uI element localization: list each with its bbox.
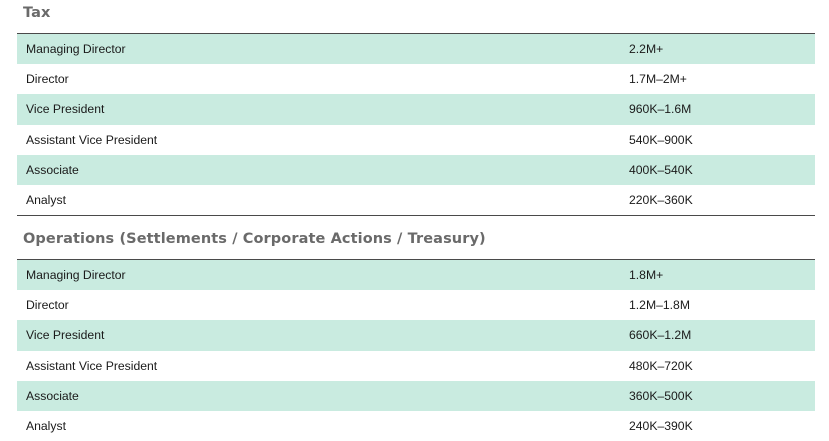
salary-cell: 540K–900K <box>629 132 693 147</box>
salary-cell: 1.8M+ <box>629 268 664 283</box>
role-cell: Vice President <box>26 102 105 117</box>
section-title-tax: Tax <box>23 5 51 21</box>
role-cell: Analyst <box>26 193 66 208</box>
table-row: Director 1.2M–1.8M <box>17 290 815 320</box>
tax-section: Tax Managing Director 2.2M+ Director 1.7… <box>17 0 815 217</box>
salary-cell: 240K–390K <box>629 419 693 434</box>
table-row: Vice President 660K–1.2M <box>17 320 815 351</box>
section-title-operations: Operations (Settlements / Corporate Acti… <box>23 231 486 247</box>
role-cell: Vice President <box>26 328 105 343</box>
table-row: Associate 360K–500K <box>17 380 815 411</box>
table-row: Assistant Vice President 540K–900K <box>17 125 815 155</box>
table-row: Analyst 240K–390K <box>17 411 815 441</box>
salary-cell: 480K–720K <box>629 358 693 373</box>
table-row: Director 1.7M–2M+ <box>17 64 815 94</box>
salary-cell: 1.2M–1.8M <box>629 298 690 313</box>
role-cell: Managing Director <box>26 42 126 57</box>
table-row: Managing Director 2.2M+ <box>17 34 815 65</box>
tax-table: Managing Director 2.2M+ Director 1.7M–2M… <box>17 33 815 217</box>
table-row: Assistant Vice President 480K–720K <box>17 351 815 381</box>
table-row: Analyst 220K–360K <box>17 185 815 215</box>
operations-table: Managing Director 1.8M+ Director 1.2M–1.… <box>17 259 815 441</box>
role-cell: Associate <box>26 162 79 177</box>
role-cell: Analyst <box>26 419 66 434</box>
salary-cell: 2.2M+ <box>629 42 664 57</box>
role-cell: Associate <box>26 388 79 403</box>
table-row: Vice President 960K–1.6M <box>17 94 815 125</box>
salary-cell: 660K–1.2M <box>629 328 692 343</box>
salary-cell: 1.7M–2M+ <box>629 72 687 87</box>
operations-section: Operations (Settlements / Corporate Acti… <box>17 226 815 441</box>
salary-cell: 400K–540K <box>629 162 693 177</box>
table-row: Associate 400K–540K <box>17 154 815 185</box>
role-cell: Assistant Vice President <box>26 132 158 147</box>
role-cell: Managing Director <box>26 268 126 283</box>
salary-cell: 960K–1.6M <box>629 102 692 117</box>
role-cell: Director <box>26 298 69 313</box>
role-cell: Assistant Vice President <box>26 358 158 373</box>
salary-cell: 360K–500K <box>629 388 693 403</box>
table-row: Managing Director 1.8M+ <box>17 260 815 291</box>
role-cell: Director <box>26 72 69 87</box>
salary-cell: 220K–360K <box>629 193 693 208</box>
